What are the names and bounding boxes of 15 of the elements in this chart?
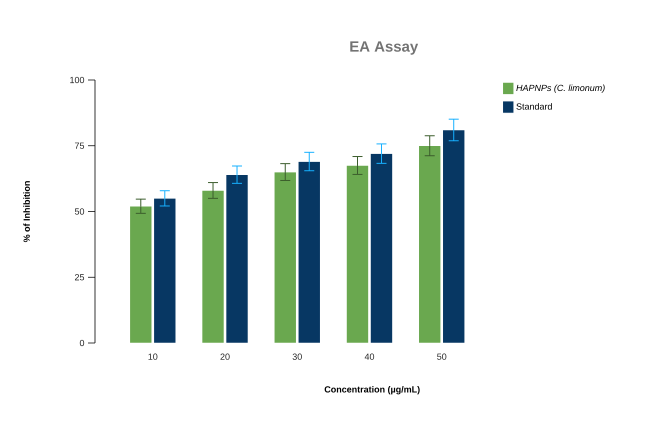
x-tick-label: 50 (437, 354, 446, 360)
x-tick-label: 10 (148, 354, 158, 360)
y-tick-label: 50 (74, 208, 84, 215)
y-tick-label: 100 (70, 76, 84, 84)
x-tick-label: 20 (220, 354, 230, 360)
x-axis-title: Concentration (µg/mL) (324, 386, 420, 394)
legend-label: HAPNPs (C. limonum) (516, 84, 605, 93)
y-tick-label: 75 (74, 142, 84, 149)
y-tick-label: 0 (80, 340, 84, 346)
y-tick-label: 25 (74, 274, 84, 280)
x-tick-label: 40 (364, 354, 374, 360)
x-tick-label: 30 (292, 354, 302, 360)
chart-title: EA Assay (350, 41, 418, 55)
legend-label: Standard (516, 103, 552, 110)
y-axis-title: % of Inhibition (23, 181, 30, 242)
